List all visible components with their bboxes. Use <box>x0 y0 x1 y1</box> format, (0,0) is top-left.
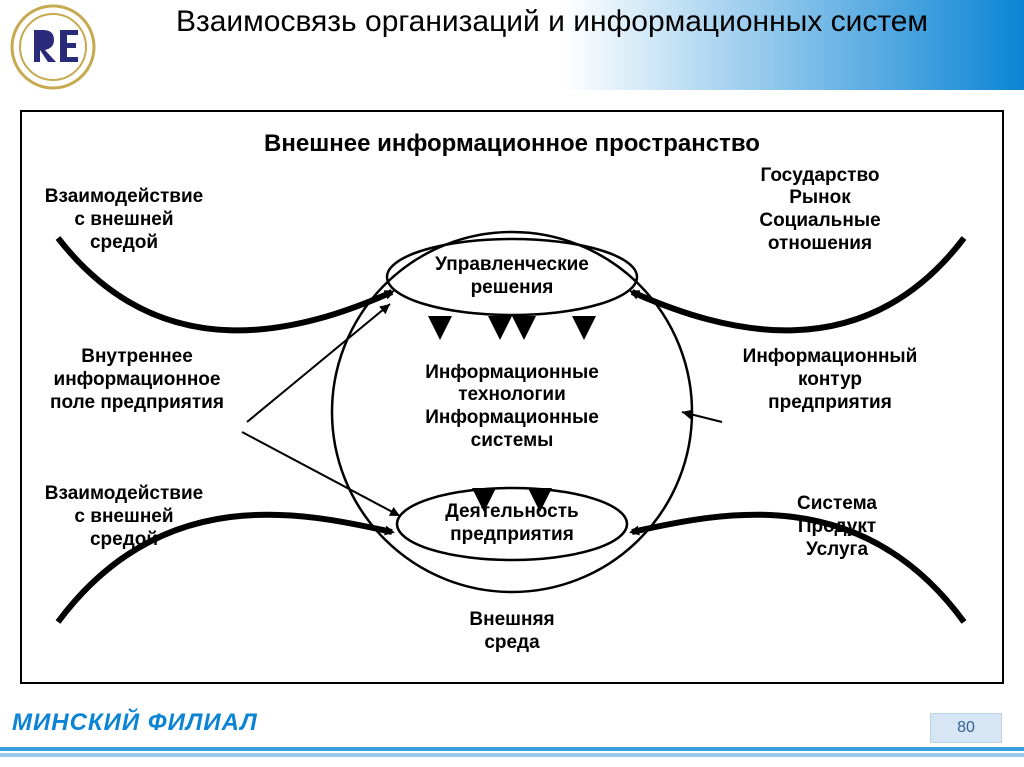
diagram-frame: Внешнее информационное пространство Упра… <box>20 110 1004 684</box>
footer-deco-line-2 <box>0 753 1024 757</box>
footer-deco-line-1 <box>0 747 1024 751</box>
label-center: Информационные технологии Информационные… <box>382 362 642 453</box>
page-number: 80 <box>930 713 1002 743</box>
footer-branch-label: МИНСКИЙ ФИЛИАЛ <box>12 709 258 737</box>
frame-title: Внешнее информационное пространство <box>22 130 1002 159</box>
university-emblem <box>10 4 96 90</box>
label-right-top: Государство Рынок Социальные отношения <box>720 165 920 256</box>
label-left-bot: Взаимодействие с внешней средой <box>24 483 224 551</box>
label-bottom-ellipse: Деятельность предприятия <box>397 501 627 547</box>
label-right-mid: Информационный контур предприятия <box>725 346 935 414</box>
page-title: Взаимосвязь организаций и информационных… <box>120 4 984 40</box>
label-left-top: Взаимодействие с внешней средой <box>24 186 224 254</box>
label-top-ellipse: Управленческие решения <box>387 254 637 300</box>
label-right-bot: Система Продукт Услуга <box>737 493 937 561</box>
label-bottom: Внешняя среда <box>402 609 622 655</box>
label-left-mid: Внутреннее информационное поле предприят… <box>32 346 242 414</box>
